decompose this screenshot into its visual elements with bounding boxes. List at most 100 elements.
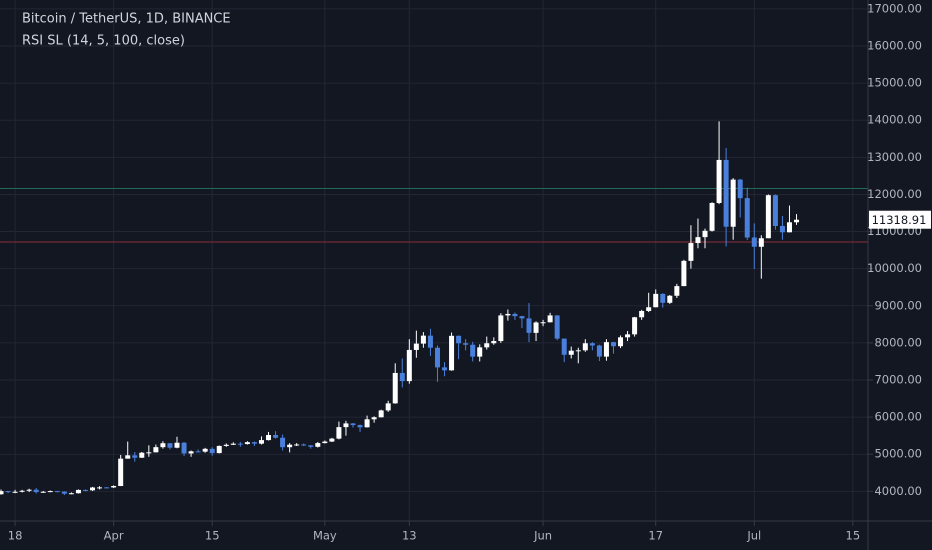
candle-body (794, 219, 800, 223)
candle-body (723, 159, 729, 227)
candle-body (54, 491, 60, 493)
candle-body (547, 315, 553, 323)
candle-body (82, 489, 88, 491)
candle-body (280, 437, 286, 448)
candle-body (751, 237, 757, 247)
candle-body (223, 444, 229, 446)
candle-body (195, 451, 201, 453)
candle-body (273, 435, 279, 438)
candle-body (350, 423, 356, 426)
candle-body (26, 489, 32, 491)
candle-body (765, 195, 771, 239)
candle-body (301, 444, 307, 446)
candle-body (237, 443, 243, 445)
candle-body (456, 335, 462, 344)
y-tick-label: 16000.00 (867, 39, 922, 53)
candle-body (477, 347, 483, 357)
candle-body (568, 350, 574, 355)
candle-body (357, 425, 363, 428)
candle-body (639, 310, 645, 318)
candle-body (19, 490, 25, 492)
candle-body (385, 403, 391, 411)
candle-body (512, 313, 518, 317)
candle-body (230, 443, 236, 445)
candle-body (47, 491, 53, 493)
candle-body (702, 230, 708, 238)
candle-body (146, 452, 152, 454)
candle-body (364, 419, 370, 428)
y-tick-label: 15000.00 (867, 76, 922, 90)
candle-body (139, 452, 145, 458)
candle-body (575, 350, 581, 352)
candle-body (646, 307, 652, 311)
candle-body (744, 198, 750, 238)
candle-body (554, 315, 560, 339)
y-tick-label: 6000.00 (874, 410, 922, 424)
candle-body (603, 342, 609, 357)
candle-body (251, 442, 257, 444)
y-tick-label: 14000.00 (867, 113, 922, 127)
candle-body (730, 179, 736, 227)
candle-body (118, 458, 124, 487)
x-tick-label: 13 (402, 529, 417, 543)
candle-body (533, 322, 539, 333)
candle-body (420, 335, 426, 344)
candle-body (427, 335, 433, 348)
candle-body (132, 455, 138, 458)
candle-body (104, 487, 110, 489)
candle-body (336, 427, 342, 439)
candle-body (498, 315, 504, 342)
candle-body (90, 487, 96, 491)
candle-body (160, 443, 166, 448)
candle-body (695, 237, 701, 244)
candle-body (540, 322, 546, 324)
y-tick-label: 4000.00 (874, 484, 922, 498)
chart-title: Bitcoin / TetherUS, 1D, BINANCE (22, 12, 231, 27)
candle-body (167, 443, 173, 448)
candle-body (688, 243, 694, 261)
x-tick-label: Jun (533, 529, 552, 543)
candle-body (582, 343, 588, 351)
candle-body (406, 349, 412, 382)
y-tick-label: 13000.00 (867, 150, 922, 164)
candle-body (674, 286, 680, 296)
candle-layer (0, 121, 800, 496)
candle-body (596, 345, 602, 357)
candle-body (329, 438, 335, 442)
candle-body (470, 344, 476, 357)
y-tick-label: 8000.00 (874, 335, 922, 349)
candle-body (343, 423, 349, 428)
candle-body (97, 487, 103, 489)
candle-body (491, 341, 497, 344)
candle-body (779, 225, 785, 233)
candle-body (125, 455, 131, 459)
candle-body (0, 491, 4, 495)
candle-body (772, 195, 778, 226)
candle-body (40, 491, 46, 493)
x-tick-label: Jul (746, 529, 761, 543)
candle-body (434, 347, 440, 368)
candle-body (258, 440, 264, 444)
candle-body (209, 448, 215, 454)
y-tick-label: 10000.00 (867, 261, 922, 275)
y-tick-label: 12000.00 (867, 187, 922, 201)
candle-body (174, 442, 180, 448)
candle-body (61, 491, 67, 494)
candle-body (526, 318, 532, 333)
candle-body (758, 238, 764, 247)
candle-body (75, 489, 81, 494)
candle-body (68, 493, 74, 495)
axis-layer: 4000.00 5000.00 6000.00 7000.00 8000.00 9000.… (8, 1, 931, 543)
candle-body (266, 435, 272, 441)
candle-body (399, 372, 405, 382)
candle-body (5, 491, 11, 493)
candle-body (294, 444, 300, 446)
candle-body (625, 334, 631, 338)
x-tick-label: 15 (846, 529, 861, 543)
y-tick-label: 9000.00 (874, 298, 922, 312)
candle-body (610, 342, 616, 347)
x-tick-label: Apr (104, 529, 124, 543)
candle-body (413, 343, 419, 350)
grid-layer (0, 0, 868, 521)
